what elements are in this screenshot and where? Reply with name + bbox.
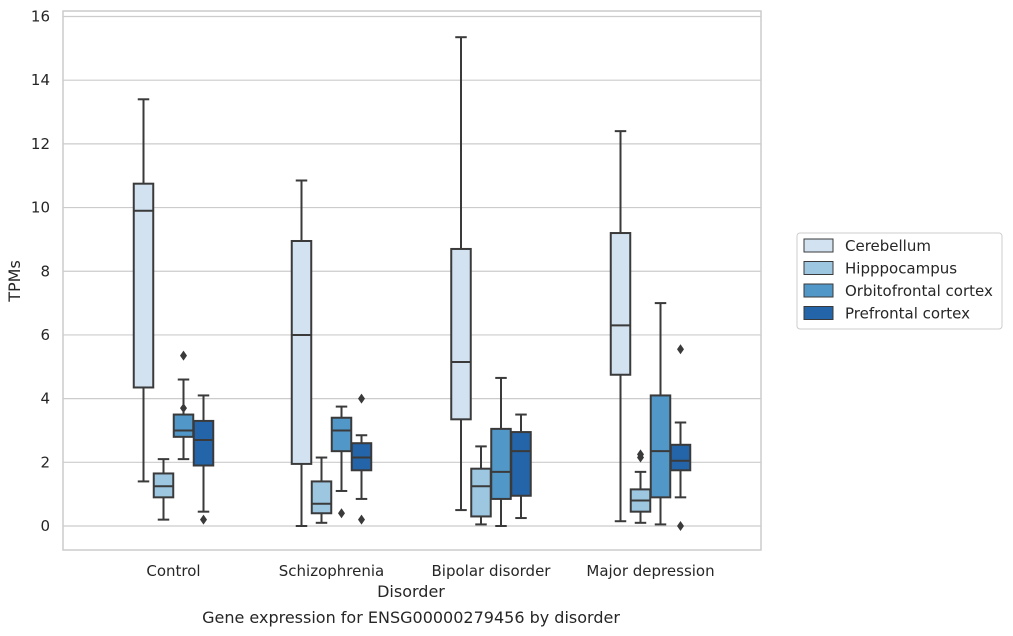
box-2-1 bbox=[152, 458, 175, 521]
box-2-3 bbox=[470, 445, 492, 526]
outlier-point-2 bbox=[677, 344, 684, 355]
box-3-2 bbox=[330, 405, 353, 519]
box-iqr bbox=[330, 416, 353, 453]
box-iqr bbox=[192, 419, 215, 467]
x-tick-label-4: Major depression bbox=[586, 562, 714, 580]
box-2-4 bbox=[629, 449, 652, 524]
box-1-4 bbox=[609, 130, 632, 523]
x-tick-label-2: Schizophrenia bbox=[279, 562, 384, 580]
y-tick-label-8: 8 bbox=[40, 262, 50, 280]
box-1-3 bbox=[450, 36, 472, 512]
box-3-4 bbox=[649, 302, 672, 526]
y-axis-ticks: 0 2 4 6 8 10 12 14 16 bbox=[31, 8, 50, 536]
box-iqr bbox=[669, 443, 692, 472]
plot-area-frame bbox=[62, 10, 762, 551]
y-tick-label-2: 2 bbox=[40, 453, 50, 471]
y-tick-label-10: 10 bbox=[31, 199, 50, 217]
outlier-point-2 bbox=[358, 393, 365, 404]
boxes bbox=[132, 36, 692, 531]
legend: Cerebellum Hipppocampus Orbitofrontal cort… bbox=[796, 232, 1003, 330]
legend-frame bbox=[796, 232, 1003, 330]
x-tick-label-3: Bipolar disorder bbox=[432, 562, 552, 580]
grid-lines bbox=[63, 15, 761, 527]
box-2-2 bbox=[310, 456, 333, 524]
box-iqr bbox=[132, 182, 155, 389]
box-4-4 bbox=[669, 344, 692, 531]
box-4-2 bbox=[350, 393, 373, 525]
box-iqr bbox=[649, 394, 672, 499]
box-4-3 bbox=[510, 413, 532, 520]
outlier-point-1 bbox=[358, 514, 365, 525]
box-4-1 bbox=[192, 394, 215, 525]
x-tick-label-1: Control bbox=[146, 562, 200, 580]
y-axis-label: TPMs bbox=[5, 260, 24, 303]
box-1-1 bbox=[132, 98, 155, 483]
legend-label-4: Prefrontal cortex bbox=[845, 305, 970, 323]
box-iqr bbox=[172, 413, 195, 438]
outlier-point-2 bbox=[180, 350, 187, 361]
y-tick-label-16: 16 bbox=[31, 8, 50, 26]
box-iqr bbox=[470, 467, 492, 518]
legend-swatch-3 bbox=[803, 283, 834, 298]
outlier-point-2 bbox=[637, 449, 644, 460]
box-iqr bbox=[450, 247, 472, 421]
figure-caption: Gene expression for ENSG00000279456 by d… bbox=[202, 608, 620, 627]
box-iqr bbox=[290, 239, 313, 465]
legend-swatch-4 bbox=[803, 306, 834, 320]
outlier-point-1 bbox=[338, 508, 345, 519]
box-iqr bbox=[310, 480, 333, 515]
box-1-2 bbox=[290, 179, 313, 527]
legend-label-3: Orbitofrontal cortex bbox=[845, 282, 993, 300]
box-iqr bbox=[609, 232, 632, 376]
outlier-point-1 bbox=[180, 403, 187, 414]
y-tick-label-14: 14 bbox=[31, 71, 50, 89]
x-axis-label: Disorder bbox=[377, 582, 445, 601]
legend-label-2: Hipppocampus bbox=[845, 260, 957, 278]
legend-swatch-1 bbox=[803, 238, 834, 253]
outlier-point-1 bbox=[200, 514, 207, 525]
box-iqr bbox=[490, 427, 512, 500]
x-axis-ticks: Control Schizophrenia Bipolar disorder Majo… bbox=[146, 562, 714, 580]
legend-label-1: Cerebellum bbox=[845, 237, 931, 255]
y-tick-label-12: 12 bbox=[31, 135, 50, 153]
y-tick-label-6: 6 bbox=[40, 326, 50, 344]
box-3-1 bbox=[172, 350, 195, 461]
y-tick-label-4: 4 bbox=[40, 390, 50, 408]
box-3-3 bbox=[490, 376, 512, 527]
legend-swatch-2 bbox=[803, 261, 834, 275]
y-tick-label-0: 0 bbox=[40, 517, 50, 535]
outlier-point-1 bbox=[677, 521, 684, 531]
box-iqr bbox=[510, 431, 532, 497]
